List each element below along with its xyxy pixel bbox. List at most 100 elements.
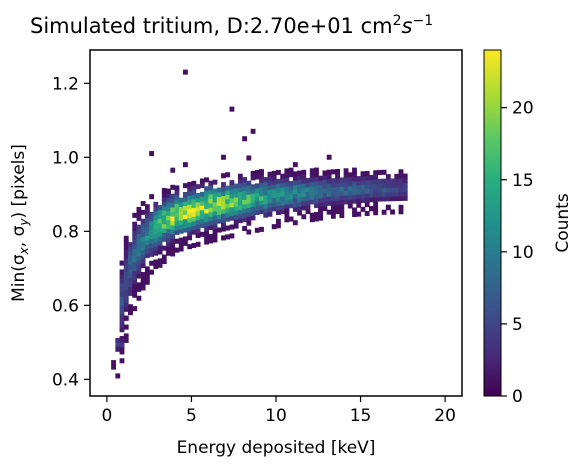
histogram-bin [305,182,311,188]
histogram-bin [385,178,391,184]
histogram-bin [254,205,260,211]
histogram-bin [254,170,260,176]
histogram-bin [123,306,129,312]
histogram-bin [178,206,184,212]
histogram-bin [326,209,332,215]
histogram-bin [149,251,155,257]
histogram-bin [157,209,163,215]
histogram-bin [271,201,277,207]
histogram-bin [166,250,171,256]
histogram-bin [204,217,209,223]
histogram-bin [153,224,159,230]
histogram-bin [271,188,277,194]
histogram-bin [204,221,209,227]
histogram-bin [305,200,311,206]
histogram-bin [356,211,362,217]
histogram-bin [170,224,176,230]
histogram-bin [402,186,408,192]
histogram-bin [381,169,387,175]
histogram-bin [221,186,226,192]
histogram-bin [288,194,294,200]
histogram-bin [335,200,341,206]
histogram-bin [153,201,159,207]
histogram-bin [314,185,319,191]
histogram-bin [398,173,404,179]
histogram-bin [136,295,142,301]
histogram-bin [225,203,231,209]
histogram-bin [250,188,256,194]
histogram-bin [183,218,188,224]
histogram-bin [356,193,362,199]
histogram-bin [335,177,341,183]
histogram-bin [322,188,328,194]
histogram-bin [394,173,400,179]
histogram-bin [330,178,336,184]
histogram-bin [212,224,218,230]
histogram-bin [183,214,188,220]
histogram-bin [326,169,332,175]
histogram-bin [280,182,286,188]
histogram-bin [170,184,176,190]
histogram-bin [204,177,209,183]
histogram-bin [119,322,125,328]
histogram-bin [149,242,155,249]
colorbar-tick-label: 20 [512,99,534,119]
histogram-bin [153,237,159,243]
histogram-bin [318,206,324,212]
x-axis-label: Energy deposited [keV] [177,438,376,458]
histogram-bin [115,346,121,352]
histogram-bin [140,232,146,238]
histogram-bin [276,187,281,193]
histogram-bin [330,213,336,219]
histogram-bin [132,243,138,249]
histogram-bin [369,192,374,198]
histogram-bin [305,209,311,215]
histogram-bin [318,202,324,208]
histogram-bin [149,238,155,244]
histogram-bin [276,183,281,189]
histogram-bin [191,216,197,222]
histogram-bin [284,203,290,210]
histogram-bin [161,236,167,242]
histogram-bin [183,223,188,229]
histogram-bin [297,210,302,216]
histogram-bin [318,215,324,221]
histogram-bin [250,215,256,221]
histogram-bin [373,192,379,198]
colorbar-ticks: 0 5 10 15 20 [501,99,534,407]
histogram-bin [398,191,404,197]
histogram-bin [284,177,290,183]
histogram-bin [166,237,171,243]
histogram-bin [123,280,129,286]
histogram-bin [170,167,176,173]
histogram-bin [237,182,243,188]
histogram-bin [187,235,193,241]
histogram-bin [132,274,138,281]
histogram-bin [178,219,184,225]
histogram-bin [123,324,129,330]
histogram-bin [360,171,366,177]
histogram-bin [242,199,248,205]
histogram-bin [322,192,328,198]
histogram-bin [174,229,180,235]
histogram-bin [364,210,370,216]
histogram-bin [360,189,366,195]
histogram-bin [140,276,146,282]
histogram-bin [246,189,252,195]
histogram-bin [301,183,307,189]
histogram-bin [347,199,353,205]
histogram-bin [123,262,129,268]
histogram-bin [208,238,214,244]
histogram-bin [128,242,133,248]
histogram-bin [246,202,252,208]
histogram-bin [170,251,176,257]
histogram-bin [301,192,307,198]
histogram-bin [183,192,188,198]
histogram-bin [199,205,205,211]
histogram-bin [390,178,395,184]
histogram-bin [119,349,125,355]
histogram-bin [212,210,218,216]
histogram-bin [343,194,349,200]
histogram-bin [166,197,171,203]
histogram-bin [356,180,362,186]
